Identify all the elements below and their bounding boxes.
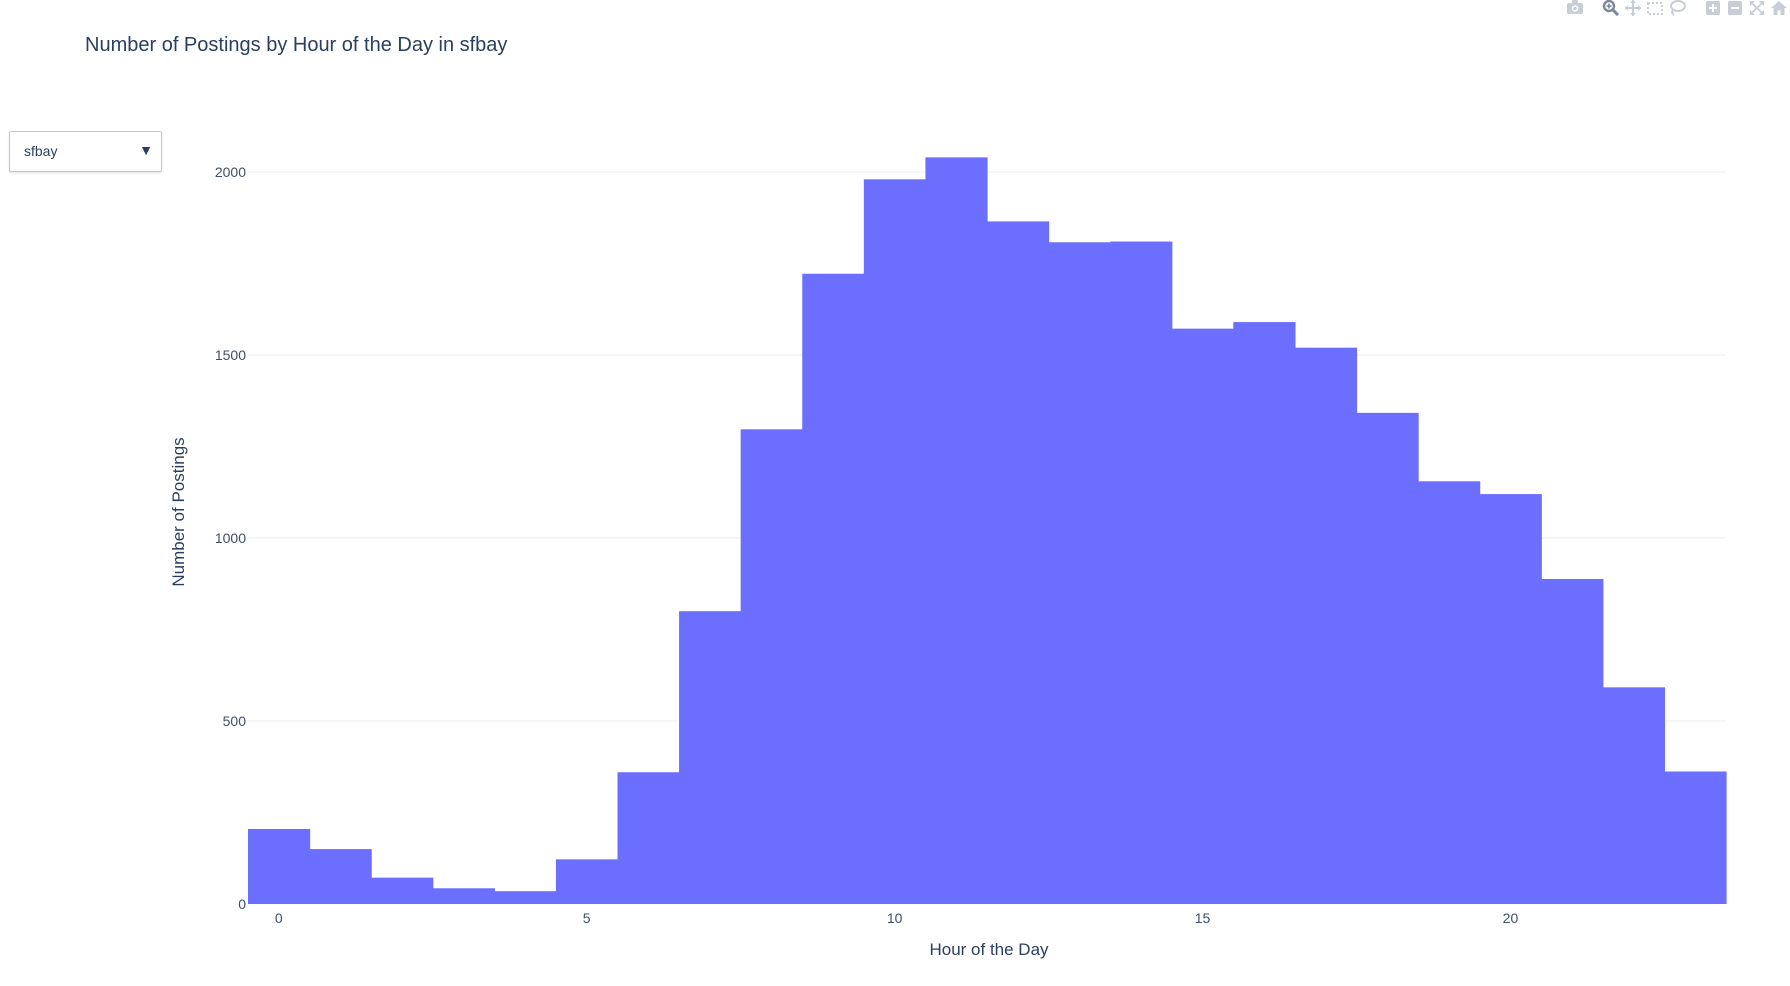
x-tick-label-0: 0 [275,910,283,926]
bar-hour-21[interactable] [1541,578,1604,904]
y-axis-title: Number of Postings [169,437,188,586]
box-select-icon[interactable] [1644,0,1666,18]
bar-hour-14[interactable] [1110,241,1173,905]
bars [248,157,1727,905]
bar-hour-5[interactable] [555,859,619,904]
x-tick-label-5: 5 [583,910,591,926]
zoom-icon[interactable] [1600,0,1622,18]
bar-hour-7[interactable] [679,611,742,904]
y-tick-label-500: 500 [223,713,247,729]
chart-title: Number of Postings by Hour of the Day in… [85,34,508,56]
bar-hour-2[interactable] [371,877,434,904]
dropdown-selected-value: sfbay [24,143,58,159]
x-tick-label-15: 15 [1195,910,1211,926]
x-axis-title: Hour of the Day [929,940,1049,959]
bar-hour-18[interactable] [1356,412,1419,904]
bar-hour-17[interactable] [1294,347,1358,904]
y-ticks: 0 500 1000 1500 2000 [215,164,246,912]
y-tick-label-1500: 1500 [215,347,246,363]
bar-hour-8[interactable] [740,429,803,904]
bar-hour-0[interactable] [248,828,311,904]
modebar [1564,0,1790,18]
bar-hour-1[interactable] [309,849,372,904]
zoom-out-icon[interactable] [1724,0,1746,18]
bar-hour-10[interactable] [863,179,927,904]
bar-hour-23[interactable] [1664,771,1727,904]
bar-hour-9[interactable] [802,273,865,904]
bar-hour-11[interactable] [925,157,988,905]
bar-hour-19[interactable] [1418,481,1481,904]
home-icon[interactable] [1768,0,1790,18]
city-dropdown[interactable]: sfbay ▼ [9,131,162,172]
autoscale-icon[interactable] [1746,0,1768,18]
x-tick-label-10: 10 [887,910,903,926]
bar-hour-15[interactable] [1171,328,1234,904]
bar-hour-3[interactable] [432,888,495,904]
lasso-select-icon[interactable] [1666,0,1688,18]
camera-icon[interactable] [1564,0,1586,18]
pan-icon[interactable] [1622,0,1644,18]
x-ticks: 0 5 10 15 20 [275,910,1519,926]
y-tick-label-1000: 1000 [215,530,246,546]
bar-hour-6[interactable] [617,772,680,904]
bar-hour-20[interactable] [1479,494,1542,904]
bar-hour-13[interactable] [1048,242,1111,904]
y-tick-label-2000: 2000 [215,164,246,180]
dropdown-arrow-icon: ▼ [139,142,153,158]
bar-hour-4[interactable] [494,891,557,904]
y-tick-label-0: 0 [238,896,246,912]
x-tick-label-20: 20 [1503,910,1519,926]
bar-hour-12[interactable] [987,221,1050,904]
bar-hour-22[interactable] [1602,687,1666,904]
bar-hour-16[interactable] [1233,322,1296,904]
zoom-in-icon[interactable] [1702,0,1724,18]
